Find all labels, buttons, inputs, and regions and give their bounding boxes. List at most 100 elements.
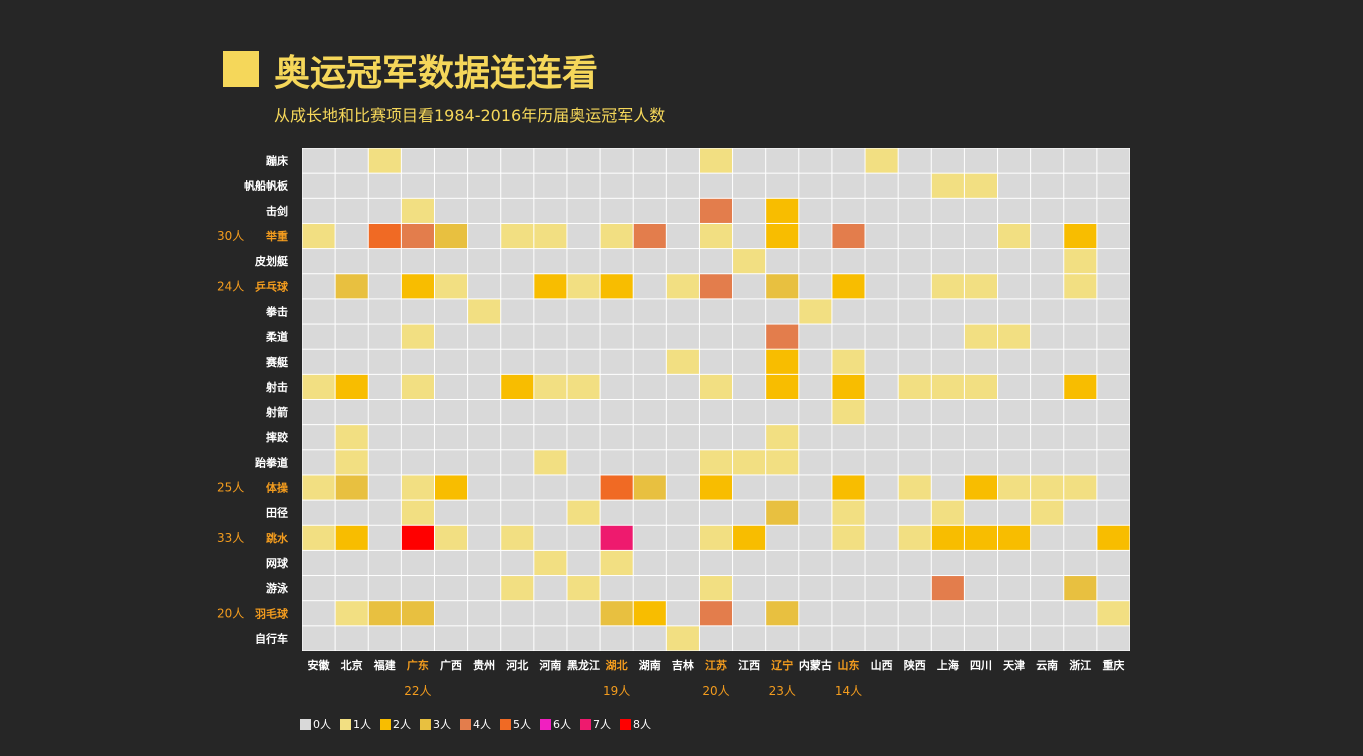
heatmap-cell <box>964 425 998 450</box>
heatmap-cell <box>799 324 832 349</box>
legend-label: 6人 <box>553 718 571 731</box>
heatmap-cell <box>534 274 567 299</box>
heatmap-cell <box>898 626 931 651</box>
heatmap-cell <box>335 576 368 601</box>
heatmap-cell <box>567 173 600 198</box>
heatmap-cell <box>335 475 368 500</box>
heatmap-cell <box>1097 249 1130 274</box>
heatmap-cell <box>964 173 998 198</box>
x-total-label: 22人 <box>404 684 431 698</box>
heatmap-cell <box>302 500 335 525</box>
heatmap-cell <box>401 400 434 425</box>
heatmap-cell <box>1097 400 1130 425</box>
heatmap-cell <box>534 525 567 550</box>
y-tick-label: 乒乓球 <box>255 279 289 293</box>
heatmap-cell <box>1064 550 1097 576</box>
y-tick-label: 羽毛球 <box>255 606 289 620</box>
heatmap-cell <box>1031 450 1064 475</box>
heatmap-cell <box>368 500 401 525</box>
y-tick-label: 游泳 <box>266 581 289 595</box>
x-total-label: 20人 <box>702 684 729 698</box>
heatmap-cell <box>766 324 799 349</box>
heatmap-cell <box>865 475 898 500</box>
heatmap-cell <box>302 525 335 550</box>
heatmap-cell <box>832 425 865 450</box>
heatmap-cell <box>832 576 865 601</box>
x-tick-label: 北京 <box>341 658 363 672</box>
heatmap-cell <box>666 249 699 274</box>
heatmap-cell <box>501 550 534 576</box>
heatmap-cell <box>335 626 368 651</box>
heatmap-cell <box>666 148 699 173</box>
heatmap-cell <box>633 173 666 198</box>
heatmap-cell <box>931 601 964 626</box>
heatmap-cell <box>898 349 931 374</box>
heatmap-cell <box>368 425 401 450</box>
heatmap-cell <box>1097 198 1130 223</box>
heatmap-cell <box>501 450 534 475</box>
heatmap-cell <box>501 299 534 324</box>
heatmap-cell <box>766 274 799 299</box>
heatmap-cell <box>832 626 865 651</box>
heatmap-cell <box>600 525 633 550</box>
heatmap-cell <box>964 374 998 399</box>
heatmap-cell <box>699 274 733 299</box>
heatmap-cell <box>733 223 766 249</box>
heatmap-cell <box>1031 626 1064 651</box>
heatmap-cell <box>401 550 434 576</box>
heatmap-cell <box>600 425 633 450</box>
heatmap-cell <box>1097 626 1130 651</box>
heatmap-cell <box>434 400 468 425</box>
x-tick-label: 江苏 <box>705 658 727 672</box>
y-total-label: 25人 <box>217 481 244 495</box>
heatmap-cell <box>534 500 567 525</box>
heatmap-cell <box>832 450 865 475</box>
heatmap-cell <box>1031 374 1064 399</box>
x-tick-label: 广西 <box>440 658 462 672</box>
x-tick-label: 贵州 <box>473 658 495 672</box>
heatmap-cell <box>302 425 335 450</box>
heatmap-cell <box>434 324 468 349</box>
heatmap-cell <box>600 626 633 651</box>
heatmap-cell <box>633 475 666 500</box>
heatmap-cell <box>600 223 633 249</box>
heatmap-cell <box>368 550 401 576</box>
heatmap-cell <box>799 400 832 425</box>
heatmap-cell <box>832 249 865 274</box>
heatmap-cell <box>666 374 699 399</box>
heatmap-cell <box>799 173 832 198</box>
heatmap-cell <box>335 550 368 576</box>
heatmap-cell <box>865 198 898 223</box>
heatmap-cell <box>931 500 964 525</box>
heatmap-cell <box>567 249 600 274</box>
heatmap-cell <box>766 475 799 500</box>
y-tick-label: 击剑 <box>266 204 288 218</box>
heatmap-cell <box>898 550 931 576</box>
x-tick-label: 云南 <box>1036 658 1058 672</box>
heatmap-cell <box>567 324 600 349</box>
heatmap-cell <box>1031 324 1064 349</box>
heatmap-cell <box>699 299 733 324</box>
heatmap-cell <box>434 198 468 223</box>
heatmap-cell <box>534 198 567 223</box>
heatmap-cell <box>1031 601 1064 626</box>
heatmap-cell <box>898 450 931 475</box>
heatmap-cell <box>832 500 865 525</box>
heatmap-cell <box>633 223 666 249</box>
title-square-icon <box>223 51 259 87</box>
legend-label: 0人 <box>313 718 331 731</box>
heatmap-cell <box>766 576 799 601</box>
heatmap-cell <box>534 576 567 601</box>
heatmap-cell <box>865 425 898 450</box>
heatmap-cell <box>534 550 567 576</box>
heatmap-cell <box>964 198 998 223</box>
heatmap-cell <box>633 450 666 475</box>
heatmap-cell <box>766 525 799 550</box>
legend-swatch <box>420 718 431 730</box>
x-tick-label: 河北 <box>506 658 528 672</box>
heatmap-cell <box>401 626 434 651</box>
heatmap-cell <box>534 299 567 324</box>
heatmap-cell <box>501 374 534 399</box>
heatmap-cell <box>1031 148 1064 173</box>
